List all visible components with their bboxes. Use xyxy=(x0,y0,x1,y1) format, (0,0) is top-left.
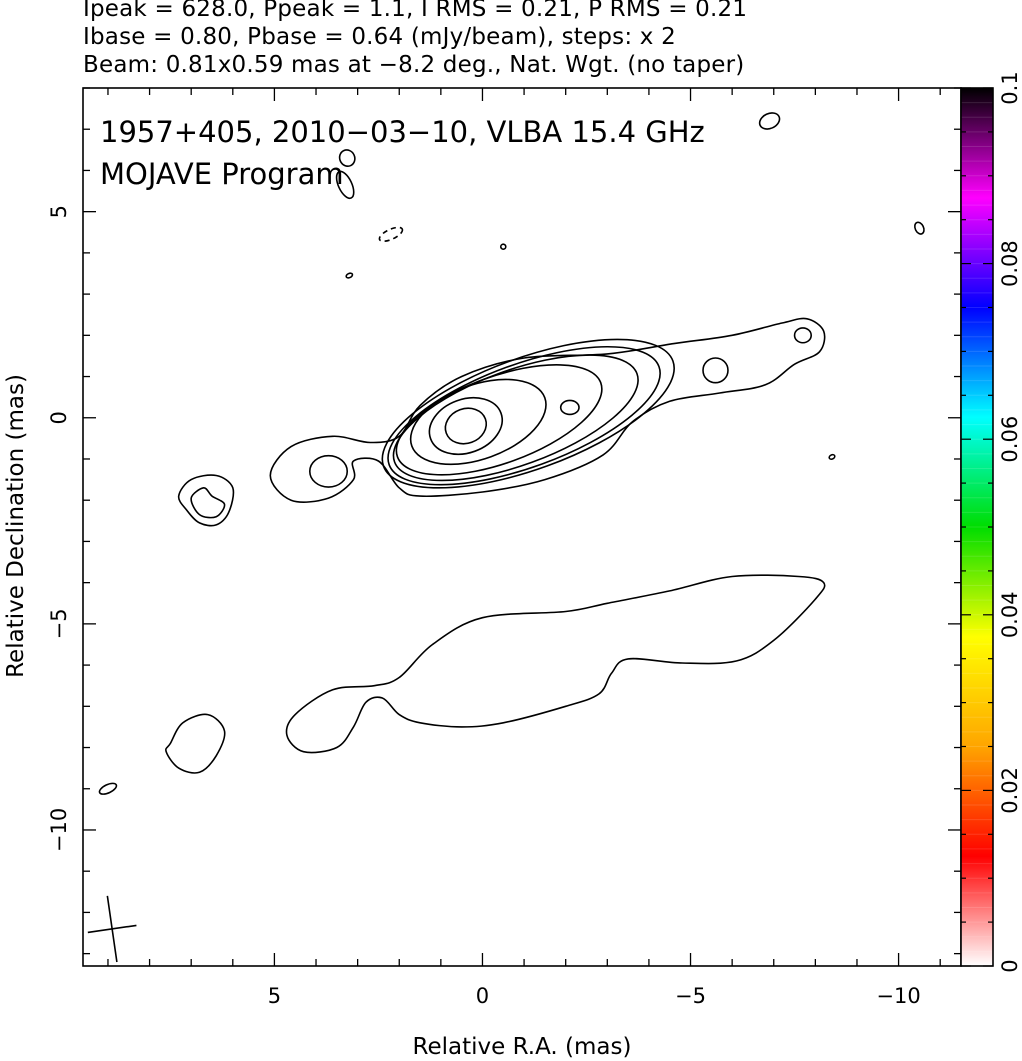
header-line-3: Beam: 0.81x0.59 mas at −8.2 deg., Nat. W… xyxy=(83,52,745,78)
contour-lower-jet xyxy=(285,574,826,754)
x-tick-label: −5 xyxy=(675,984,706,1008)
contour-small-blob-7 xyxy=(338,149,356,167)
contour-small-blob-6 xyxy=(758,112,781,130)
contour-core-level-6 xyxy=(387,345,661,486)
source-label: 1957+405, 2010−03−10, VLBA 15.4 GHz xyxy=(100,115,705,149)
y-axis-label: Relative Declination (mas) xyxy=(3,374,29,678)
contour-blob-left-inner xyxy=(190,487,226,519)
colorbar-tick-label: 0.06 xyxy=(998,416,1022,463)
contour-knot-4 xyxy=(793,327,812,344)
colorbar-fill xyxy=(961,88,993,966)
contour-small-blob-4 xyxy=(828,453,836,460)
y-tick-label: 0 xyxy=(47,411,71,424)
contour-blob-lower-left xyxy=(165,713,226,774)
contour-core-level-5 xyxy=(392,354,639,482)
header-line-2: Ibase = 0.80, Pbase = 0.64 (mJy/beam), s… xyxy=(83,24,676,50)
contour-small-blob-5 xyxy=(499,243,507,250)
contour-small-blob-8 xyxy=(335,170,355,200)
y-tick-label: 5 xyxy=(47,205,71,218)
contour-outer-jet xyxy=(269,317,826,503)
contour-blob-left xyxy=(177,474,235,527)
plot-frame xyxy=(82,87,962,967)
x-axis-label: Relative R.A. (mas) xyxy=(413,1034,632,1060)
colorbar-tick-label: 0.04 xyxy=(998,591,1022,638)
axis-ticks: 5 0 −5 −10 5 0 −5 −10 xyxy=(47,87,961,1008)
colorbar-tick-label: 0 xyxy=(998,959,1022,972)
y-tick-label: −10 xyxy=(47,808,71,852)
contour-knot-1 xyxy=(559,399,580,416)
contour-core-level-2 xyxy=(428,396,503,456)
contour-small-blob-3 xyxy=(914,221,925,235)
beam-minor-axis xyxy=(87,924,137,934)
contour-small-blob-1 xyxy=(98,782,118,795)
header-line-1: Ipeak = 628.0, Ppeak = 1.1, I RMS = 0.21… xyxy=(83,0,748,22)
colorbar-tick-label: 0.1 xyxy=(998,71,1022,104)
colorbar: 0 0.02 0.04 0.06 0.08 0.1 xyxy=(960,71,1022,973)
colorbar-tick-label: 0.08 xyxy=(998,240,1022,287)
contour-core-level-1 xyxy=(444,407,488,445)
contour-core-level-3 xyxy=(409,378,547,466)
x-tick-label: −10 xyxy=(876,984,920,1008)
contour-small-blob-2 xyxy=(378,226,404,243)
beam-marker xyxy=(87,895,137,963)
colorbar-tick-label: 0.02 xyxy=(998,767,1022,814)
contour-layer xyxy=(87,112,925,963)
x-tick-label: 5 xyxy=(268,984,281,1008)
program-label: MOJAVE Program xyxy=(100,157,344,191)
contour-knot-2 xyxy=(702,357,729,384)
contour-core-level-7 xyxy=(381,338,675,489)
contour-knot-3 xyxy=(308,454,349,488)
x-tick-label: 0 xyxy=(476,984,489,1008)
y-tick-label: −5 xyxy=(47,608,71,639)
contour-small-blob-9 xyxy=(345,272,354,279)
